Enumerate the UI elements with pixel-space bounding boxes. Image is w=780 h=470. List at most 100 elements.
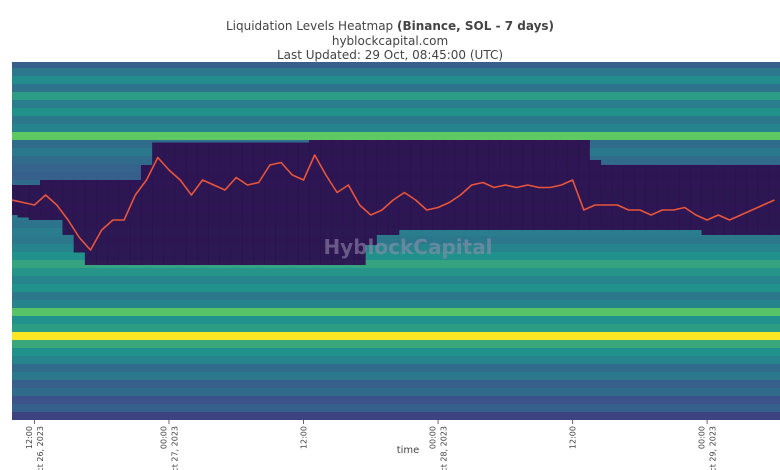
heat-band [12, 292, 780, 300]
cleared-zone [600, 165, 613, 230]
cleared-zone [353, 140, 366, 265]
cleared-zone [712, 165, 725, 235]
cleared-zone [107, 180, 120, 265]
heat-band [12, 268, 780, 276]
cleared-zone [96, 180, 108, 265]
cleared-zone [443, 140, 456, 230]
heat-band [12, 316, 780, 324]
heat-band [12, 372, 780, 380]
heat-band [12, 284, 780, 292]
cleared-zone [589, 160, 602, 230]
cleared-zone [230, 142, 243, 265]
x-axis-label: time [397, 445, 420, 456]
cleared-zone [432, 140, 445, 230]
cleared-zone [746, 165, 759, 235]
price-line [12, 154, 775, 251]
cleared-zone [454, 140, 467, 230]
cleared-zone [241, 142, 254, 265]
cleared-zone [40, 180, 52, 220]
heat-band [12, 68, 780, 76]
cleared-zone [84, 180, 97, 265]
cleared-zone [163, 142, 176, 265]
chart-subtitle: hyblockcapital.com [332, 34, 448, 48]
x-tick-label: 00:00 Oct 27, 2023 [159, 426, 179, 470]
heat-band [12, 332, 780, 340]
heat-band [12, 276, 780, 284]
x-tick-label: 00:00 Oct 28, 2023 [429, 426, 449, 470]
cleared-zone [645, 165, 658, 230]
cleared-zone [510, 140, 523, 230]
x-tick-label-line: Oct 27, 2023 [170, 426, 179, 470]
cleared-zone [286, 142, 299, 265]
chart-title-bold: (Binance, SOL - 7 days) [397, 19, 554, 33]
heat-band [12, 236, 780, 244]
cleared-zone [28, 185, 41, 220]
x-tick-label-line: 12:00 [25, 426, 34, 449]
x-tick-label: 12:00 Oct 26, 2023 [25, 426, 45, 470]
cleared-zone [701, 165, 714, 235]
watermark: HyblockCapital [323, 235, 492, 259]
x-tick-label: 12:00 [300, 426, 309, 449]
heat-band [12, 300, 780, 308]
heat-band [12, 84, 780, 92]
cleared-zone [387, 140, 400, 235]
cleared-zone [421, 140, 433, 230]
heat-band [12, 260, 780, 268]
cleared-zone [757, 165, 770, 235]
cleared-zone [398, 140, 411, 230]
cleared-zone [723, 165, 736, 235]
cleared-zone [309, 140, 321, 265]
cleared-zone [533, 140, 546, 230]
heat-band [12, 76, 780, 84]
cleared-zone [253, 142, 265, 265]
cleared-zone [667, 165, 680, 230]
cleared-zone [196, 142, 209, 265]
cleared-zone [331, 140, 344, 265]
cleared-zone [477, 140, 489, 230]
x-tick-label-line: 12:00 [569, 426, 578, 449]
cleared-zone [118, 180, 131, 265]
cleared-zone [566, 140, 579, 230]
cleared-zone [679, 165, 691, 230]
cleared-zone [17, 185, 30, 218]
heat-band [12, 324, 780, 332]
heat-band [12, 404, 780, 412]
cleared-zone [185, 142, 198, 265]
heat-band [12, 108, 780, 116]
cleared-zone [320, 140, 333, 265]
heat-band [12, 116, 780, 124]
heat-band [12, 252, 780, 260]
cleared-zone [410, 140, 422, 230]
heat-band [12, 388, 780, 396]
cleared-zone [73, 180, 86, 253]
heat-band [12, 356, 780, 364]
cleared-zone [376, 140, 389, 235]
chart-title: Liquidation Levels Heatmap [226, 19, 393, 33]
heat-band [12, 364, 780, 372]
x-tick-label-line: 00:00 [429, 426, 438, 449]
cleared-zone [634, 165, 646, 230]
x-tick-label-line: Oct 29, 2023 [709, 426, 718, 470]
cleared-zone [578, 140, 590, 230]
cleared-zone [623, 165, 635, 230]
cleared-zone [342, 140, 355, 265]
cleared-zone [152, 142, 164, 265]
x-tick-label-line: 12:00 [300, 426, 309, 449]
heat-band [12, 244, 780, 252]
cleared-zone [297, 142, 310, 265]
cleared-zone [735, 165, 747, 235]
x-tick-label: 12:00 [569, 426, 578, 449]
heat-band [12, 380, 780, 388]
heat-band [12, 412, 780, 420]
heat-band [12, 396, 780, 404]
cleared-zone [690, 165, 703, 230]
cleared-zone [365, 140, 377, 245]
heat-band [12, 100, 780, 108]
heat-band [12, 348, 780, 356]
x-tick-label-line: Oct 26, 2023 [36, 426, 45, 470]
heat-band [12, 124, 780, 132]
cleared-zone [544, 140, 557, 230]
x-axis: 12:00 Oct 26, 2023 00:00 Oct 27, 2023 12:00 0… [25, 420, 718, 470]
cleared-zone [264, 142, 276, 265]
